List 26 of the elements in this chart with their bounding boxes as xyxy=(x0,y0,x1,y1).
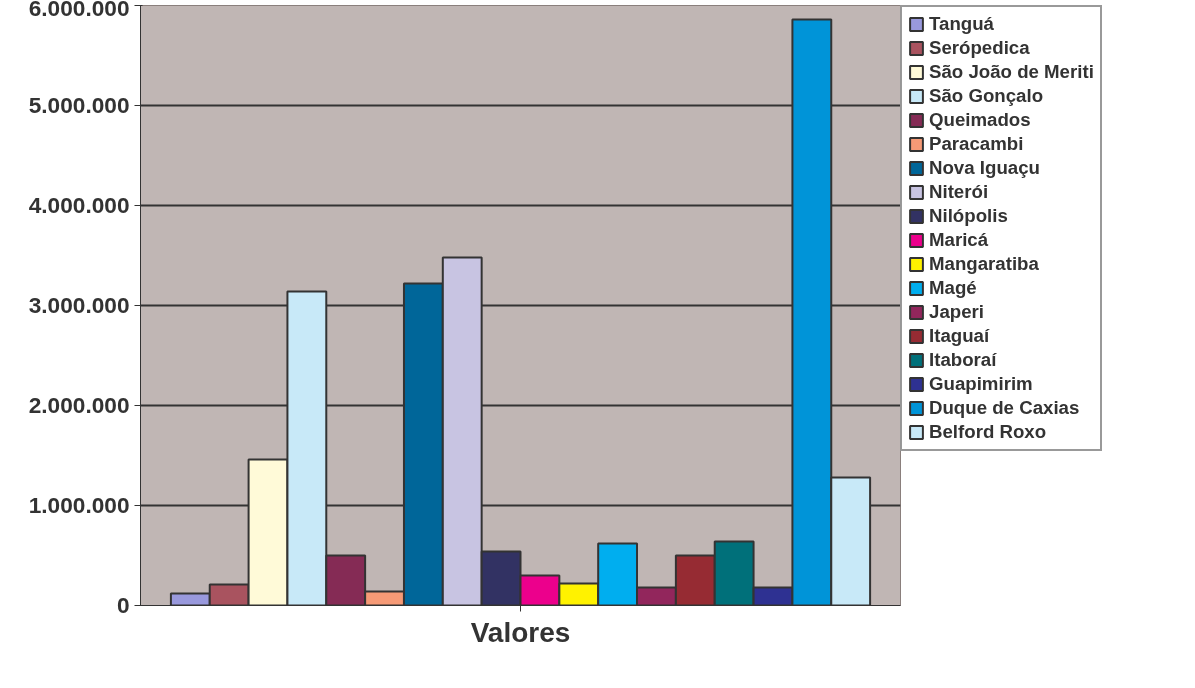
legend-label: Paracambi xyxy=(929,133,1024,155)
legend-label: Mangaratiba xyxy=(929,253,1039,275)
legend-label: Magé xyxy=(929,277,977,299)
legend-label: Duque de Caxias xyxy=(929,397,1080,419)
legend-label: Belford Roxo xyxy=(929,421,1047,443)
legend-label: Queimados xyxy=(929,109,1031,131)
legend-label: Tanguá xyxy=(929,13,994,35)
y-tick-label: 1.000.000 xyxy=(28,492,130,518)
legend-label: Serópedica xyxy=(929,37,1030,59)
legend-label: Niterói xyxy=(929,181,989,203)
legend-label: Maricá xyxy=(929,229,989,251)
legend-label: Itaguaí xyxy=(929,325,990,347)
y-tick-label: 2.000.000 xyxy=(28,392,130,418)
y-tick-label: 5.000.000 xyxy=(28,92,130,118)
legend-label: São João de Meriti xyxy=(929,61,1094,83)
y-tick-label: 0 xyxy=(116,592,130,618)
x-tick-label: Valores xyxy=(470,616,571,648)
legend-label: Nilópolis xyxy=(929,205,1008,227)
legend-label: Japeri xyxy=(929,301,984,323)
y-tick-label: 3.000.000 xyxy=(28,292,130,318)
y-tick-label: 6.000.000 xyxy=(28,0,130,21)
legend-label: Guapimirim xyxy=(929,373,1033,395)
legend-label: Itaboraí xyxy=(929,349,997,371)
legend-label: São Gonçalo xyxy=(929,85,1044,107)
legend-label: Nova Iguaçu xyxy=(929,157,1040,179)
y-tick-label: 4.000.000 xyxy=(28,192,130,218)
